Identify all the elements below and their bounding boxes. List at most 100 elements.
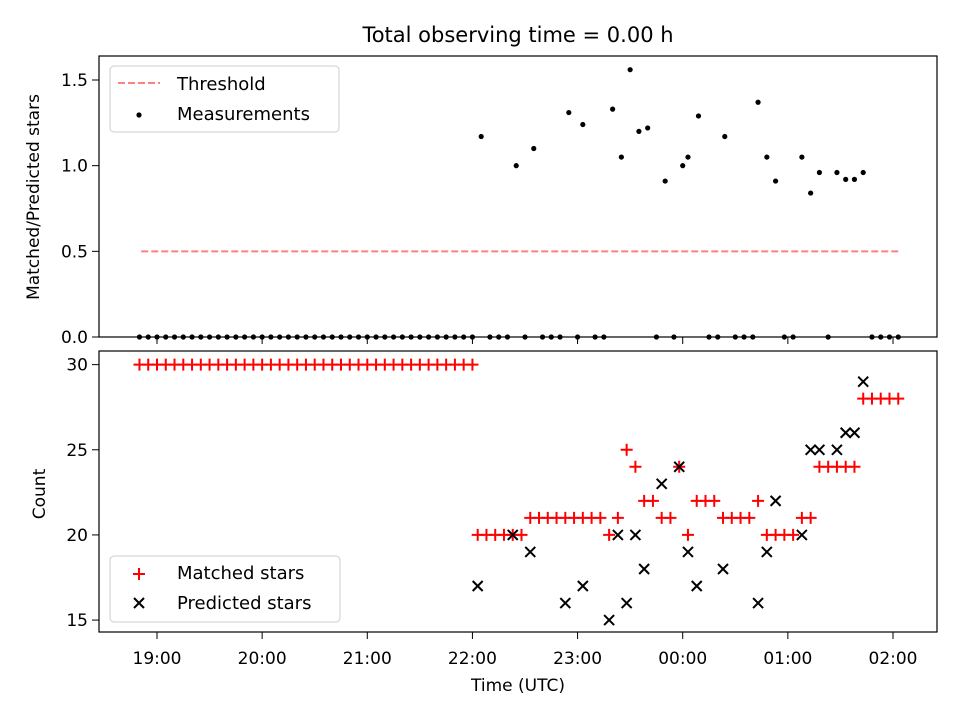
predicted-star-marker	[682, 546, 694, 558]
top-y-ticks: 0.0 0.5 1.0 1.5	[61, 71, 99, 348]
predicted-star-marker	[638, 563, 650, 575]
measurement-point	[722, 133, 728, 140]
bottom-x-tick-label: 19:00	[133, 649, 182, 669]
matched-star-marker	[892, 392, 905, 405]
predicted-star-marker	[577, 580, 589, 592]
top-x-ticks	[156, 337, 894, 344]
top-panel: 0.0 0.5 1.0 1.5 Matched/Predicted stars Thr…	[24, 55, 938, 348]
bottom-y-axis-label: Count	[30, 468, 50, 519]
legend-measurements-swatch	[136, 112, 142, 118]
matched-star-marker	[629, 460, 642, 473]
bottom-x-tick-label: 20:00	[238, 649, 287, 669]
matched-star-marker	[681, 528, 694, 541]
predicted-star-marker	[796, 529, 808, 541]
bottom-axes-frame	[98, 350, 938, 633]
predicted-star-marker	[507, 529, 519, 541]
measurement-point	[662, 178, 668, 184]
matched-star-marker	[594, 511, 607, 524]
predicted-star-marker	[717, 563, 729, 575]
matched-star-marker	[646, 494, 659, 507]
chart-title: Total observing time = 0.00 h	[361, 23, 673, 47]
matched-star-marker	[611, 511, 624, 524]
predicted-star-marker	[804, 444, 817, 456]
bottom-panel: 15 20 25 30 19:00 20:00 21:00 22:00 23:00 00:00 0…	[30, 350, 938, 696]
legend-matched-label: Matched stars	[177, 563, 304, 584]
top-y-axis-label: Matched/Predicted stars	[24, 94, 44, 300]
bottom-x-tick-label: 00:00	[658, 649, 707, 669]
predicted-star-marker	[752, 597, 764, 609]
matched-star-marker	[743, 511, 756, 524]
measurement-point	[695, 113, 702, 119]
predicted-star-marker	[813, 444, 826, 456]
measurement-point	[843, 176, 849, 182]
bottom-x-tick-label: 23:00	[553, 649, 602, 669]
x-axis-label: Time (UTC)	[470, 676, 565, 696]
predicted-star-marker	[691, 580, 703, 592]
measurement-point	[636, 128, 642, 134]
predicted-star-marker	[603, 614, 615, 626]
predicted-star-marker	[761, 546, 773, 558]
legend-threshold-label: Threshold	[176, 74, 266, 95]
measurement-point	[808, 190, 814, 196]
matched-star-marker	[752, 494, 765, 507]
predicted-star-marker	[612, 529, 624, 541]
measurement-point	[580, 121, 586, 128]
top-legend-box	[109, 65, 340, 133]
measurement-point	[834, 169, 840, 176]
matched-star-marker	[787, 528, 800, 541]
bottom-y-ticks: 15 20 25 30	[66, 356, 99, 631]
measurement-point	[610, 106, 616, 112]
predicted-star-marker	[673, 461, 685, 473]
matched-star-marker	[466, 358, 479, 371]
measurement-point	[755, 99, 761, 105]
measurement-point	[799, 154, 805, 160]
matched-star-marker	[603, 528, 616, 541]
predicted-star-marker	[524, 546, 536, 558]
measurement-point	[685, 154, 691, 160]
predicted-star-marker	[559, 597, 572, 609]
bottom-y-tick-label: 25	[66, 441, 88, 461]
legend-predicted-swatch	[133, 597, 145, 609]
predicted-star-marker	[629, 529, 642, 541]
measurement-point	[860, 169, 866, 176]
measurement-point	[772, 178, 779, 184]
predicted-star-marker	[471, 580, 484, 592]
bottom-y-tick-label: 30	[66, 356, 88, 376]
matched-star-marker	[620, 443, 633, 456]
predicted-star-marker	[655, 478, 668, 490]
matched-star-marker	[515, 528, 528, 541]
measurement-point	[764, 154, 770, 160]
predicted-star-marker	[769, 495, 782, 507]
measurement-point	[680, 163, 686, 169]
predicted-star-marker	[831, 444, 843, 456]
measurement-point	[513, 163, 519, 169]
top-y-tick-label: 0.5	[61, 242, 88, 262]
bottom-x-tick-label: 22:00	[448, 649, 497, 669]
bottom-legend: Matched stars Predicted stars	[109, 555, 341, 623]
top-legend: Threshold Measurements	[109, 65, 340, 133]
bottom-y-tick-label: 15	[66, 611, 88, 631]
bottom-x-ticks: 19:00 20:00 21:00 22:00 23:00 00:00 01:00 02:00	[133, 632, 918, 669]
top-axes-frame	[98, 55, 938, 338]
matched-star-marker	[804, 511, 817, 524]
matched-star-marker	[848, 460, 861, 473]
predicted-star-marker	[839, 427, 852, 439]
bottom-marks	[133, 358, 905, 626]
legend-matched-swatch	[133, 568, 145, 580]
bottom-legend-box	[109, 555, 341, 623]
predicted-star-marker	[620, 597, 633, 609]
measurement-point	[627, 67, 633, 73]
legend-measurements-label: Measurements	[177, 104, 310, 125]
matched-star-marker	[708, 494, 721, 507]
top-y-tick-label: 0.0	[61, 328, 88, 348]
measurement-point	[478, 133, 484, 140]
predicted-star-marker	[857, 375, 869, 388]
top-y-tick-label: 1.5	[61, 71, 88, 91]
bottom-x-tick-label: 01:00	[763, 649, 812, 669]
measurement-point	[645, 125, 651, 131]
legend-predicted-label: Predicted stars	[177, 593, 311, 614]
measurement-point	[566, 109, 572, 116]
matched-star-marker	[664, 511, 677, 524]
top-y-tick-label: 1.0	[61, 157, 88, 177]
